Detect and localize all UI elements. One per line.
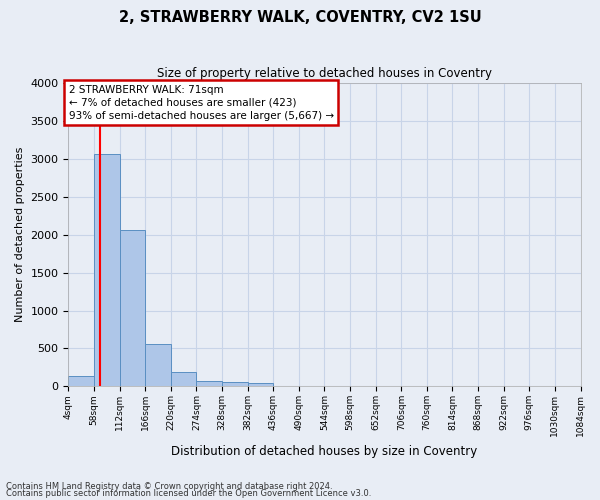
Bar — [196, 380, 222, 386]
Bar — [145, 344, 171, 387]
Text: Contains HM Land Registry data © Crown copyright and database right 2024.: Contains HM Land Registry data © Crown c… — [6, 482, 332, 491]
X-axis label: Distribution of detached houses by size in Coventry: Distribution of detached houses by size … — [172, 444, 478, 458]
Bar — [222, 382, 248, 386]
Title: Size of property relative to detached houses in Coventry: Size of property relative to detached ho… — [157, 68, 492, 80]
Bar — [68, 376, 94, 386]
Bar — [119, 230, 145, 386]
Bar — [171, 372, 196, 386]
Bar — [94, 154, 119, 386]
Bar — [248, 384, 273, 386]
Text: 2, STRAWBERRY WALK, COVENTRY, CV2 1SU: 2, STRAWBERRY WALK, COVENTRY, CV2 1SU — [119, 10, 481, 25]
Y-axis label: Number of detached properties: Number of detached properties — [15, 147, 25, 322]
Text: Contains public sector information licensed under the Open Government Licence v3: Contains public sector information licen… — [6, 489, 371, 498]
Text: 2 STRAWBERRY WALK: 71sqm
← 7% of detached houses are smaller (423)
93% of semi-d: 2 STRAWBERRY WALK: 71sqm ← 7% of detache… — [68, 84, 334, 121]
